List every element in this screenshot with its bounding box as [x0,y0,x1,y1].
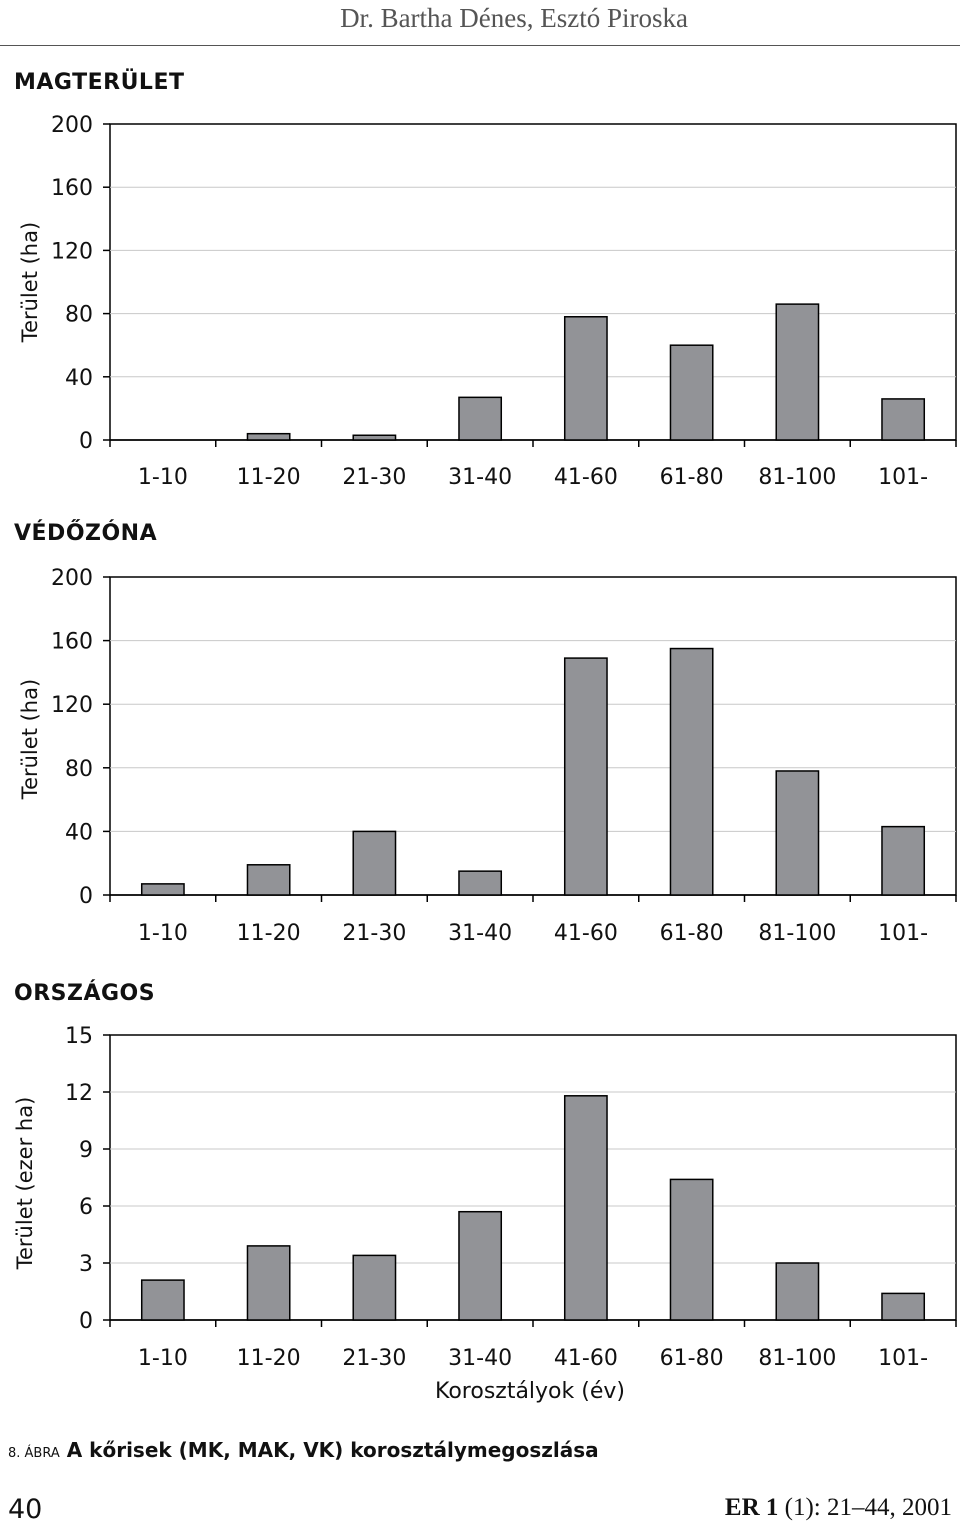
bar [352,434,397,441]
x-tick-label: 101- [878,465,928,490]
x-tick-label: 21-30 [342,921,406,946]
x-tick-label: 11-20 [237,1346,301,1371]
y-tick-label: 12 [65,1081,93,1106]
bar [458,870,503,896]
x-tick-label: 11-20 [237,921,301,946]
figure-caption: 8. ÁBRA A kőrisek (MK, MAK, VK) korosztá… [8,1438,599,1462]
bar [881,1292,926,1321]
x-tick-label: 1-10 [138,1346,188,1371]
bar [246,1245,291,1321]
journal-volume: 1 [765,1494,779,1521]
header-author-text: Dr. Bartha Dénes, Esztó Piroska [340,3,688,33]
y-tick-label: 200 [51,566,93,591]
bar [563,316,608,441]
y-tick-label: 40 [65,820,93,845]
plot-area [109,576,957,896]
page-header: Dr. Bartha Dénes, Esztó Piroska [0,0,960,46]
bar [458,396,503,441]
y-tick-label: 6 [79,1195,93,1220]
x-tick-label: 1-10 [138,921,188,946]
y-tick-label: 3 [79,1252,93,1277]
x-tick-label: 81-100 [758,921,836,946]
x-tick-label: 1-10 [138,465,188,490]
y-tick-label: 200 [51,113,93,138]
chart-svg: 0 40 80 120 160 200 1-10 11-20 21-30 31-40 41-60 61… [51,113,957,490]
bar [669,344,714,441]
y-tick-label: 120 [51,239,93,264]
x-tick-label: 11-20 [237,465,301,490]
bar [775,770,820,896]
x-tick-label: 81-100 [758,1346,836,1371]
x-tick-label: 21-30 [342,465,406,490]
bar [563,1095,608,1321]
x-tick-label: 61-80 [660,1346,724,1371]
bar [246,432,291,441]
bar [775,1262,820,1321]
bar [775,303,820,441]
chart-svg: 0 3 6 9 12 15 1-10 11-20 21-30 31-40 41-60 61-80 81-… [65,1024,957,1371]
x-tick-label: 21-30 [342,1346,406,1371]
y-tick-label: 40 [65,366,93,391]
chart-title: VÉDŐZÓNA [14,521,158,546]
y-tick-label: 15 [65,1024,93,1049]
x-tick-label: 41-60 [554,465,618,490]
chart-title: MAGTERÜLET [14,70,185,95]
y-tick-label: 80 [65,303,93,328]
bar [246,864,291,896]
plot-area [109,123,957,441]
chart-magterulet: MAGTERÜLET Terület (ha) 0 40 80 120 160 200 1-… [0,60,960,510]
journal-reference: ER 1 (1): 21–44, 2001 [725,1494,952,1522]
bar [352,1254,397,1321]
y-tick-label: 160 [51,630,93,655]
x-tick-label: 61-80 [660,465,724,490]
chart-vedozona: VÉDŐZÓNA Terület (ha) 0 40 80 120 160 200 1-10… [0,515,960,975]
x-tick-label: 101- [878,921,928,946]
y-tick-label: 160 [51,176,93,201]
x-axis-label: Korosztályok (év) [435,1379,625,1404]
x-tick-label: 41-60 [554,1346,618,1371]
figure-caption-text: A kőrisek (MK, MAK, VK) korosztálymegosz… [66,1438,599,1462]
journal-name: ER [724,1494,760,1521]
y-tick-label: 0 [79,884,93,909]
bar [881,398,926,441]
bar [563,657,608,896]
bar [669,1178,714,1321]
plot-area [109,1034,957,1321]
bar [352,830,397,896]
chart-svg: 0 40 80 120 160 200 1-10 11-20 21-30 31-40 41-60 61… [51,566,957,946]
chart-title: ORSZÁGOS [14,981,156,1006]
y-tick-label: 0 [79,429,93,454]
page-number: 40 [8,1494,43,1525]
x-tick-label: 41-60 [554,921,618,946]
bar [140,1279,185,1321]
x-tick-label: 101- [878,1346,928,1371]
figure-number: 8. ÁBRA [8,1446,60,1461]
y-tick-label: 0 [79,1309,93,1334]
x-tick-label: 31-40 [448,921,512,946]
journal-issue-pages: (1): 21–44, 2001 [784,1494,952,1521]
x-tick-label: 31-40 [448,1346,512,1371]
x-tick-label: 81-100 [758,465,836,490]
chart-orszagos: ORSZÁGOS Terület (ezer ha) 0 3 6 9 12 15 1-10 1… [0,975,960,1430]
bar [669,647,714,896]
bar [140,883,185,896]
x-tick-label: 31-40 [448,465,512,490]
y-tick-label: 120 [51,693,93,718]
y-tick-label: 9 [79,1138,93,1163]
bar [881,825,926,896]
y-tick-label: 80 [65,757,93,782]
x-tick-label: 61-80 [660,921,724,946]
bar [458,1210,503,1321]
